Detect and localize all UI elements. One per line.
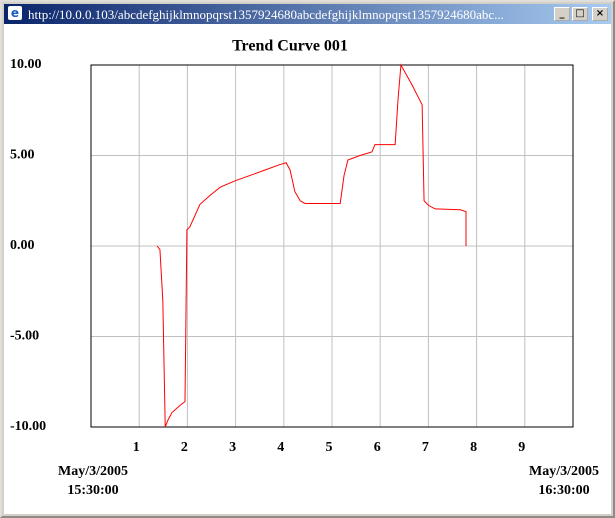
app-icon: e xyxy=(8,6,22,20)
range-date: May/3/2005 xyxy=(529,464,599,479)
range-time: 16:30:00 xyxy=(538,483,589,498)
plot-frame xyxy=(90,64,574,428)
range-time: 15:30:00 xyxy=(67,483,118,498)
maximize-button[interactable]: □ xyxy=(572,7,588,21)
x-tick-label: 5 xyxy=(326,440,333,455)
y-tick-label: 0.00 xyxy=(10,238,35,253)
x-tick-label: 9 xyxy=(518,440,525,455)
y-tick-label: 10.00 xyxy=(10,57,42,72)
trend-line xyxy=(156,63,467,428)
content-area xyxy=(4,24,611,514)
x-tick-label: 7 xyxy=(422,440,429,455)
title-bar: e http://10.0.0.103/abcdefghijklmnopqrst… xyxy=(4,4,611,24)
window-title: http://10.0.0.103/abcdefghijklmnopqrst13… xyxy=(28,7,504,22)
minimize-button[interactable]: _ xyxy=(554,7,570,21)
y-tick-label: -5.00 xyxy=(10,329,39,344)
y-tick-label: 5.00 xyxy=(10,148,35,163)
x-tick-label: 8 xyxy=(470,440,477,455)
range-date: May/3/2005 xyxy=(58,464,128,479)
x-tick-label: 3 xyxy=(229,440,236,455)
y-tick-label: -10.00 xyxy=(10,419,46,434)
close-button[interactable]: × xyxy=(592,7,608,21)
x-tick-label: 1 xyxy=(133,440,140,455)
x-tick-label: 4 xyxy=(277,440,284,455)
x-tick-label: 2 xyxy=(181,440,188,455)
x-tick-label: 6 xyxy=(374,440,381,455)
chart-title: Trend Curve 001 xyxy=(232,38,348,55)
